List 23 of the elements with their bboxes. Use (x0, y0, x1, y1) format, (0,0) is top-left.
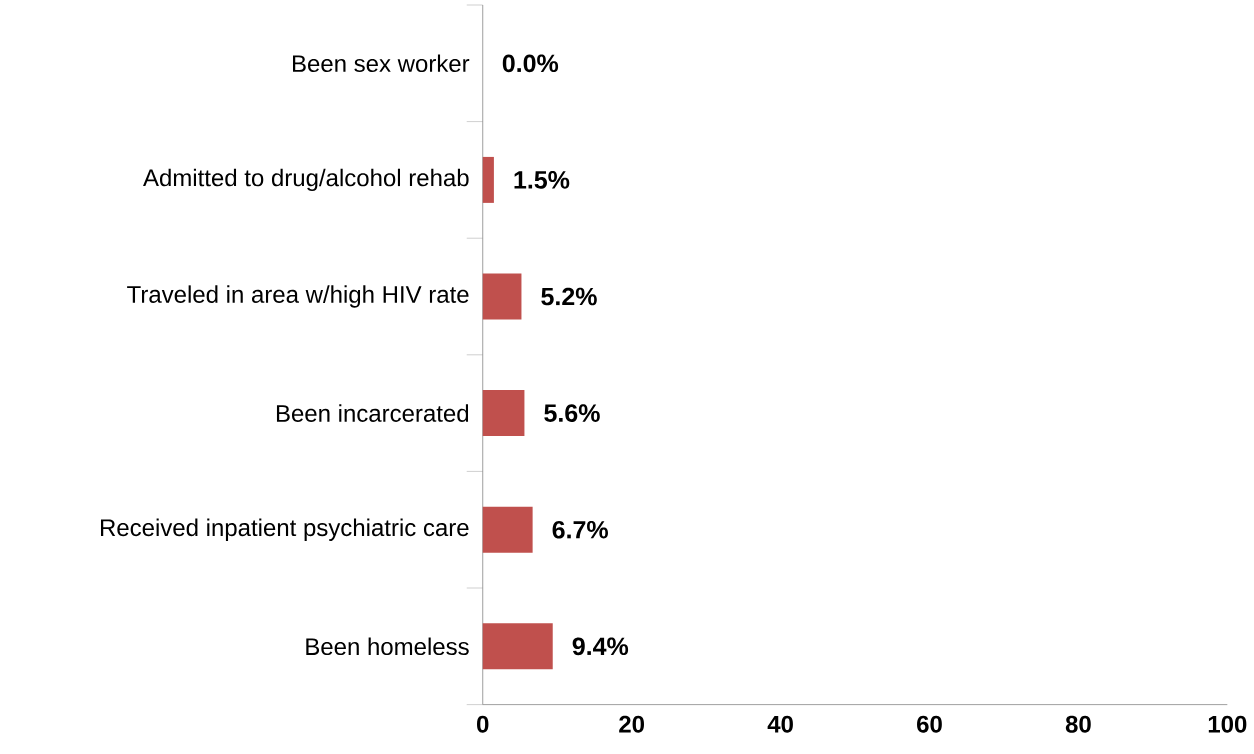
data-label: 1.5% (514, 171, 570, 189)
data-label: 9.4% (572, 637, 629, 656)
bar (482, 273, 522, 320)
x-tick-label: 60 (917, 715, 942, 733)
y-tick-label: Been homeless (306, 637, 469, 656)
y-tick-label: Admitted to drug/alcohol rehab (143, 168, 469, 192)
y-tick-label: Been incarcerated (276, 404, 469, 423)
bar (482, 623, 553, 670)
data-label: 0.0% (502, 54, 559, 73)
data-label: 6.7% (552, 521, 608, 539)
x-tick-label: 80 (1065, 715, 1091, 733)
x-tick-label: 0 (477, 715, 489, 733)
x-tick-label: 20 (619, 715, 644, 733)
bar (482, 506, 533, 553)
x-tick-label: 40 (767, 715, 793, 733)
y-tick-label: Been sex worker (293, 54, 470, 73)
bar (482, 157, 494, 204)
y-tick-label: Received inpatient psychiatric care (101, 518, 469, 542)
data-label: 5.2% (541, 287, 597, 306)
x-tick-label: 100 (1208, 715, 1247, 733)
bar (482, 390, 525, 437)
data-label: 5.6% (544, 404, 600, 423)
y-tick-label: Traveled in area w/high HIV rate (127, 285, 469, 308)
